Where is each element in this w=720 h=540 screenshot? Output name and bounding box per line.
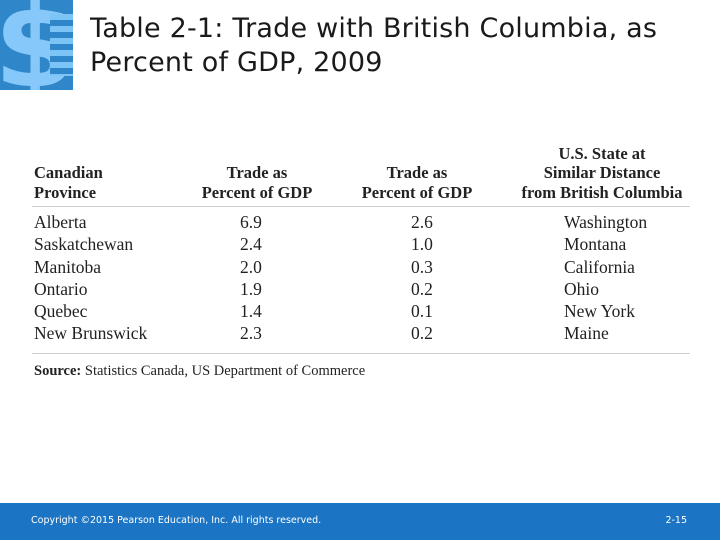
cell-us-state: Montana — [564, 234, 627, 255]
header-line: Percent of GDP — [201, 182, 313, 202]
table-body: Alberta 6.9 2.6 Washington Saskatchewan … — [32, 207, 690, 345]
cell-trade-2: 1.0 — [411, 234, 433, 255]
cell-us-state: New York — [564, 301, 635, 322]
cell-trade-2: 0.1 — [411, 301, 433, 322]
footer-bar: Copyright ©2015 Pearson Education, Inc. … — [0, 503, 720, 540]
table-row: Manitoba 2.0 0.3 California — [32, 256, 690, 278]
cell-trade-1: 1.4 — [240, 301, 262, 322]
header-line: Canadian — [34, 163, 103, 182]
header-line: Trade as — [226, 163, 288, 182]
table-row: Alberta 6.9 2.6 Washington — [32, 211, 690, 233]
cell-trade-1: 2.4 — [240, 234, 262, 255]
dollar-sign-logo-icon: $ — [0, 0, 73, 90]
cell-province: Alberta — [34, 212, 87, 232]
header-province: Canadian Province — [34, 163, 103, 202]
header-line: Province — [34, 182, 97, 202]
cell-trade-2: 0.2 — [411, 278, 433, 299]
table-row: Quebec 1.4 0.1 New York — [32, 300, 690, 322]
cell-trade-1: 2.3 — [240, 323, 262, 344]
trade-table: Canadian Province Trade as Percent of GD… — [32, 144, 690, 380]
source-label: Source: — [34, 362, 82, 379]
cell-trade-2: 0.2 — [411, 323, 433, 344]
cell-us-state: Washington — [564, 212, 648, 232]
table-header: Canadian Province Trade as Percent of GD… — [32, 144, 690, 207]
cell-trade-2: 2.6 — [411, 212, 433, 232]
header-line: U.S. State at — [558, 143, 646, 163]
source-note: Source: Statistics Canada, US Department… — [32, 362, 690, 380]
cell-trade-1: 1.9 — [240, 278, 262, 299]
cell-province: Ontario — [34, 278, 88, 299]
table-bottom-rule — [32, 352, 690, 354]
source-text: Statistics Canada, US Department of Comm… — [84, 362, 366, 379]
header-line: Trade as — [386, 163, 448, 182]
header-line: Similar Distance — [543, 163, 661, 182]
page-number: 2-15 — [665, 515, 687, 526]
cell-province: Saskatchewan — [34, 234, 134, 255]
cell-us-state: California — [564, 256, 635, 277]
copyright-text: Copyright ©2015 Pearson Education, Inc. … — [31, 515, 322, 526]
cell-us-state: Ohio — [564, 278, 599, 299]
cell-trade-2: 0.3 — [411, 256, 433, 277]
cell-trade-1: 6.9 — [240, 212, 262, 232]
slide-title: Table 2-1: Trade with British Columbia, … — [90, 13, 658, 78]
table-row: New Brunswick 2.3 0.2 Maine — [32, 322, 690, 344]
header-trade-1: Trade as Percent of GDP — [192, 163, 322, 202]
header-trade-2: Trade as Percent of GDP — [352, 163, 482, 202]
header-line: from British Columbia — [521, 182, 683, 202]
header-us-state: U.S. State at Similar Distance from Brit… — [516, 144, 688, 203]
cell-province: Manitoba — [34, 256, 102, 277]
table-row: Ontario 1.9 0.2 Ohio — [32, 278, 690, 300]
header-line: Percent of GDP — [361, 182, 473, 202]
logo-stripes — [50, 14, 73, 76]
cell-us-state: Maine — [564, 323, 609, 344]
cell-trade-1: 2.0 — [240, 256, 262, 277]
cell-province: Quebec — [34, 301, 88, 322]
cell-province: New Brunswick — [34, 323, 148, 344]
table-row: Saskatchewan 2.4 1.0 Montana — [32, 233, 690, 255]
